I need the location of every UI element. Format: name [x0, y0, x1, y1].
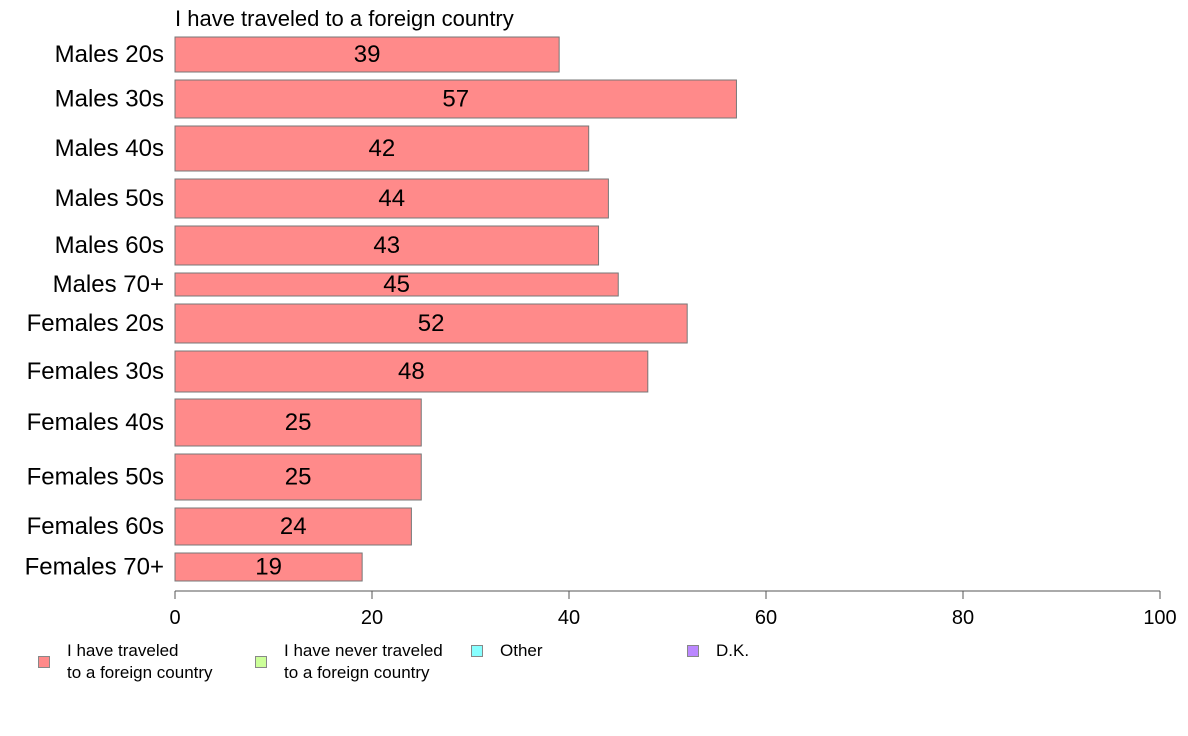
legend-item-other: Other	[471, 640, 543, 662]
data-label: 25	[285, 409, 312, 436]
category-label: Males 70+	[53, 271, 164, 298]
category-label: Females 60s	[27, 513, 164, 540]
category-label: Females 30s	[27, 358, 164, 385]
x-tick-label: 40	[558, 607, 580, 629]
x-tick-label: 80	[952, 607, 974, 629]
legend-item-traveled: I have traveled to a foreign country	[38, 640, 213, 684]
bar	[174, 36, 560, 73]
bar	[174, 453, 422, 501]
category-label: Females 70+	[25, 554, 164, 581]
x-tick-label: 60	[755, 607, 777, 629]
data-label: 24	[280, 513, 307, 540]
bar	[174, 79, 737, 119]
data-label: 25	[285, 464, 312, 491]
legend: I have traveled to a foreign country I h…	[38, 640, 1138, 690]
data-label: 57	[442, 86, 469, 113]
data-label: 43	[373, 232, 400, 259]
data-label: 45	[383, 271, 410, 298]
category-label: Males 60s	[55, 232, 164, 259]
bar	[174, 350, 649, 393]
bar	[174, 272, 619, 297]
x-tick-label: 0	[169, 607, 180, 629]
data-label: 19	[255, 554, 282, 581]
bar	[174, 178, 609, 219]
bar	[174, 125, 590, 172]
legend-label: Other	[500, 641, 543, 660]
category-label: Females 40s	[27, 409, 164, 436]
x-axis: 0 20 40 60 80 100	[169, 590, 1177, 629]
legend-item-dk: D.K.	[687, 640, 749, 662]
legend-swatch	[471, 645, 483, 657]
category-label: Females 20s	[27, 310, 164, 337]
x-tick-label: 100	[1143, 607, 1176, 629]
data-label: 39	[354, 41, 381, 68]
chart-title: I have traveled to a foreign country	[175, 6, 514, 31]
legend-swatch	[38, 656, 50, 668]
bar	[174, 225, 600, 266]
bar	[174, 303, 688, 344]
data-label: 44	[378, 185, 405, 212]
category-label: Males 50s	[55, 185, 164, 212]
data-label: 48	[398, 358, 425, 385]
bars-group: Males 20s 39 Males 30s 57 Males 40s 42 Males 5…	[25, 36, 737, 582]
legend-swatch	[687, 645, 699, 657]
x-tick-label: 20	[361, 607, 383, 629]
legend-swatch	[255, 656, 267, 668]
bar	[174, 398, 422, 447]
legend-label: I have never traveled to a foreign count…	[284, 641, 443, 682]
category-label: Males 20s	[55, 41, 164, 68]
bar	[174, 507, 412, 546]
bar	[174, 552, 363, 582]
legend-item-never-traveled: I have never traveled to a foreign count…	[255, 640, 443, 684]
category-label: Females 50s	[27, 464, 164, 491]
legend-label: I have traveled to a foreign country	[67, 641, 213, 682]
category-label: Males 30s	[55, 86, 164, 113]
legend-label: D.K.	[716, 641, 750, 660]
data-label: 52	[418, 310, 445, 337]
data-label: 42	[368, 135, 395, 162]
category-label: Males 40s	[55, 135, 164, 162]
